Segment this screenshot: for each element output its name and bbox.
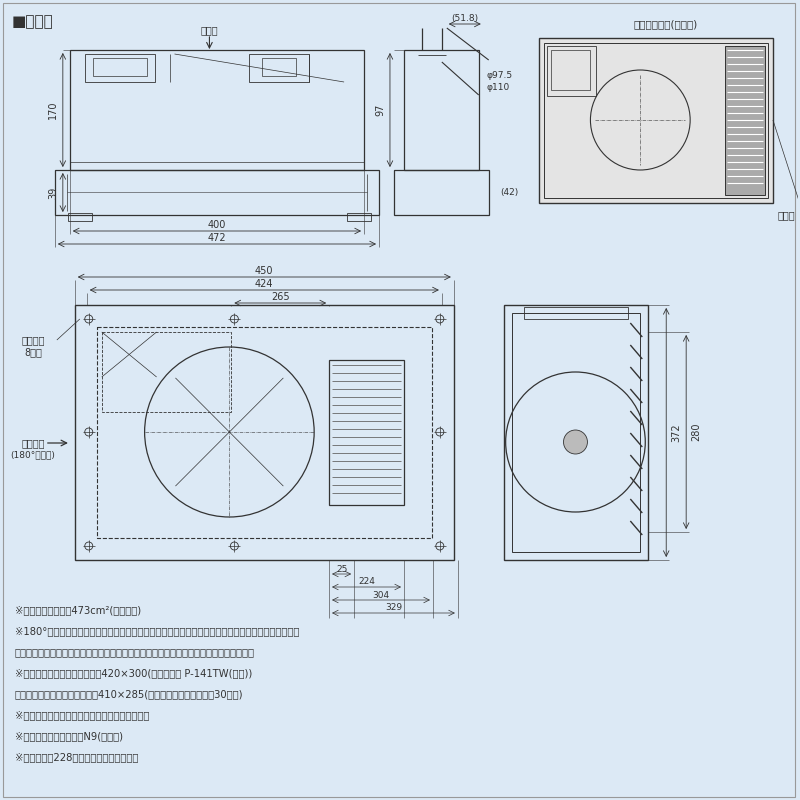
Text: 329: 329	[385, 603, 402, 613]
Bar	[347, 213, 371, 221]
Bar	[250, 54, 309, 82]
Text: 472: 472	[208, 233, 226, 243]
Bar	[524, 307, 628, 319]
Text: ※本体据付けは浴室の内側から行ってください。: ※本体据付けは浴室の内側から行ってください。	[15, 710, 150, 720]
Bar	[262, 58, 296, 76]
Bar	[97, 327, 432, 538]
Circle shape	[563, 430, 587, 454]
Text: 矢視ア: 矢視ア	[201, 25, 218, 35]
Text: 洗い場側: 洗い場側	[21, 438, 45, 448]
Text: ため、点検口からの電源接続が困難な場合、電源接続の後に本体を据付けてください。: ため、点検口からの電源接続が困難な場合、電源接続の後に本体を据付けてください。	[15, 647, 255, 657]
Text: ※グリル色調はマンセルN9(近似色): ※グリル色調はマンセルN9(近似色)	[15, 731, 123, 741]
Bar	[504, 305, 648, 560]
Bar	[70, 50, 364, 170]
Text: 424: 424	[255, 279, 274, 289]
Text: (42): (42)	[501, 187, 519, 197]
Bar	[538, 38, 773, 203]
Text: φ97.5: φ97.5	[486, 70, 513, 79]
Text: ※天井埋込寸法　天吹据付時　420×300(天吹補助枝 P-141TW(別売)): ※天井埋込寸法 天吹据付時 420×300(天吹補助枝 P-141TW(別売))	[15, 668, 252, 678]
Text: 372: 372	[671, 423, 681, 442]
Bar	[55, 170, 379, 215]
Bar	[546, 46, 597, 96]
Text: 400: 400	[208, 220, 226, 230]
Bar	[102, 332, 231, 412]
Text: 97: 97	[375, 104, 385, 116]
Bar	[543, 43, 768, 198]
Bar	[725, 46, 765, 195]
Text: 上から見た図(矢視ア): 上から見た図(矢視ア)	[633, 19, 698, 29]
Text: 8カ所: 8カ所	[24, 347, 42, 357]
Text: 吹出口: 吹出口	[778, 210, 795, 220]
Text: φ110: φ110	[486, 82, 510, 91]
Text: ※グリル開口面積は473cm²(側面開口): ※グリル開口面積は473cm²(側面開口)	[15, 605, 141, 615]
Bar	[394, 170, 489, 215]
Bar	[85, 54, 154, 82]
Bar	[93, 58, 146, 76]
Text: 265: 265	[271, 292, 290, 302]
Text: 野縁据付時　410×285(野縁高さは天井材を含み30以下): 野縁据付時 410×285(野縁高さは天井材を含み30以下)	[15, 689, 243, 699]
Bar	[550, 50, 590, 90]
Text: 39: 39	[48, 186, 58, 198]
Text: 304: 304	[373, 590, 390, 599]
Text: 25: 25	[336, 565, 347, 574]
Text: (51.8): (51.8)	[451, 14, 478, 22]
Bar	[329, 360, 404, 505]
Bar	[68, 213, 92, 221]
Text: 280: 280	[691, 422, 701, 442]
Text: ※点検口等は228ページをご覧ください。: ※点検口等は228ページをご覧ください。	[15, 752, 138, 762]
Bar	[512, 313, 640, 552]
Text: 据付用穴: 据付用穴	[21, 335, 45, 345]
Text: 224: 224	[358, 578, 375, 586]
Text: ※180°反転する場合は、吹出グリルの方向を変える必要があります。また、電源端子台位置が変わる: ※180°反転する場合は、吹出グリルの方向を変える必要があります。また、電源端子…	[15, 626, 299, 636]
Text: 170: 170	[48, 101, 58, 119]
Text: ■外形図: ■外形図	[12, 14, 54, 29]
Text: 450: 450	[255, 266, 274, 276]
Bar	[75, 305, 454, 560]
Bar	[404, 50, 478, 170]
Text: (180°反転可): (180°反転可)	[10, 450, 55, 459]
